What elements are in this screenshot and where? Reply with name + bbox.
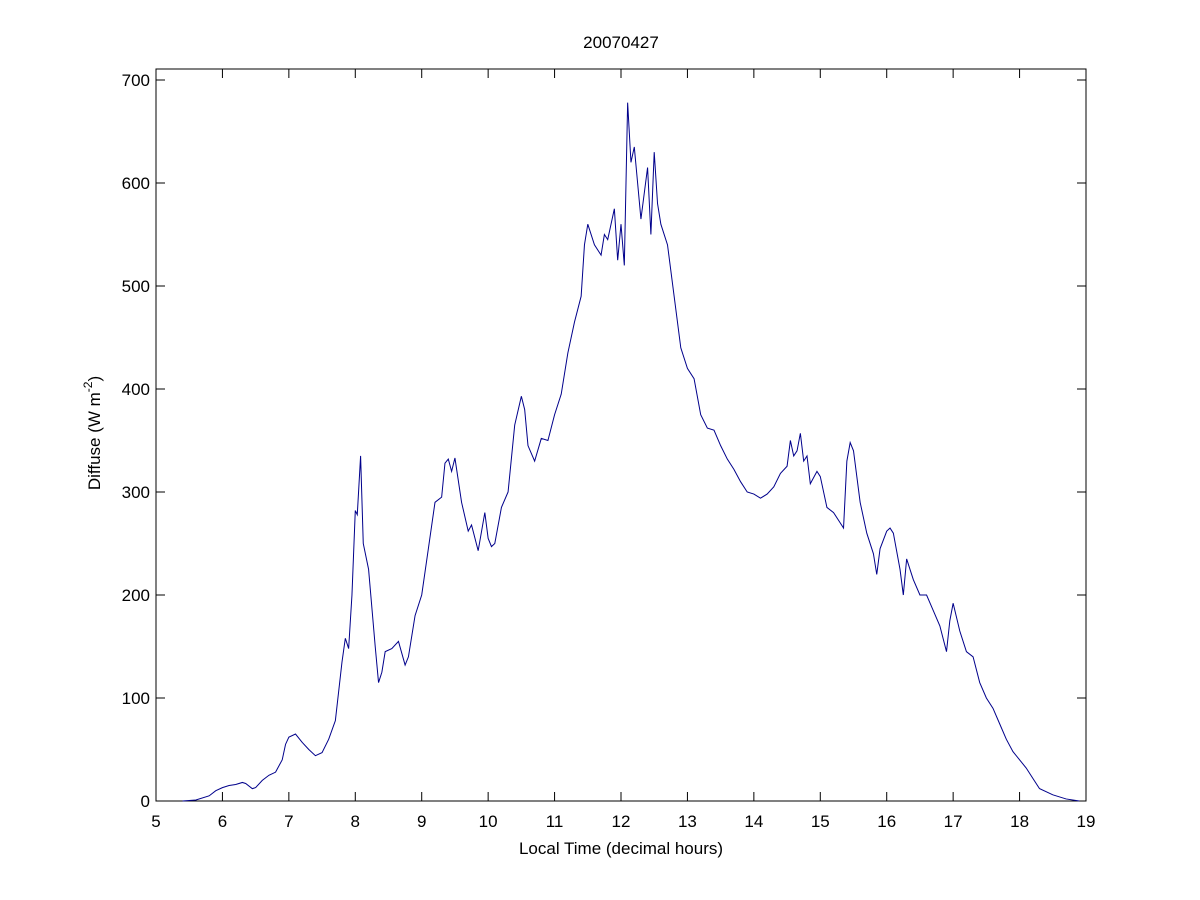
y-label-tail: ) bbox=[85, 376, 104, 382]
y-tick-label: 500 bbox=[122, 277, 150, 296]
x-tick-label: 6 bbox=[218, 812, 227, 831]
x-tick-label: 5 bbox=[151, 812, 160, 831]
y-tick-label: 100 bbox=[122, 689, 150, 708]
x-tick-label: 13 bbox=[678, 812, 697, 831]
x-tick-label: 12 bbox=[612, 812, 631, 831]
y-tick-label: 200 bbox=[122, 586, 150, 605]
x-tick-label: 10 bbox=[479, 812, 498, 831]
y-tick-label: 700 bbox=[122, 71, 150, 90]
x-tick-label: 18 bbox=[1010, 812, 1029, 831]
x-tick-label: 11 bbox=[546, 812, 564, 831]
y-tick-label: 600 bbox=[122, 174, 150, 193]
x-tick-label: 15 bbox=[811, 812, 830, 831]
x-tick-label: 8 bbox=[351, 812, 360, 831]
y-label-sup: -2 bbox=[81, 381, 95, 392]
x-tick-label: 14 bbox=[744, 812, 763, 831]
x-tick-label: 17 bbox=[944, 812, 963, 831]
y-tick-label: 400 bbox=[122, 380, 150, 399]
x-tick-label: 7 bbox=[284, 812, 293, 831]
x-tick-label: 16 bbox=[877, 812, 896, 831]
y-tick-label: 0 bbox=[141, 792, 150, 811]
y-label-text: Diffuse (W m bbox=[85, 392, 104, 490]
x-axis-label: Local Time (decimal hours) bbox=[519, 839, 723, 858]
y-tick-label: 300 bbox=[122, 483, 150, 502]
y-axis-label: Diffuse (W m-2) bbox=[81, 376, 104, 490]
x-tick-label: 9 bbox=[417, 812, 426, 831]
x-tick-label: 19 bbox=[1077, 812, 1096, 831]
chart-title: 20070427 bbox=[583, 33, 659, 52]
data-line bbox=[182, 102, 1080, 802]
